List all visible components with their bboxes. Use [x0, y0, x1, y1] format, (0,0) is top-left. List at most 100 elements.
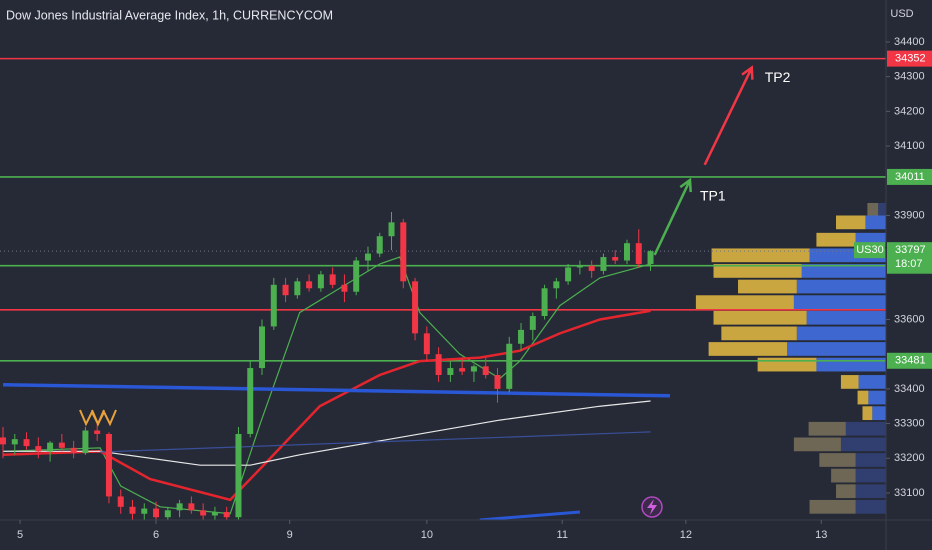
- chart-title: Dow Jones Industrial Average Index, 1h, …: [6, 8, 333, 22]
- overlay-line: [2, 256, 651, 515]
- profile-down: [878, 203, 886, 217]
- profile-up: [857, 390, 869, 405]
- profile-down: [796, 279, 886, 294]
- candle-body: [141, 508, 148, 514]
- last-price-box: [887, 242, 932, 273]
- candle-body: [117, 496, 124, 507]
- price-label: 34352: [895, 53, 926, 65]
- candle-body: [635, 243, 642, 264]
- candle-body: [200, 510, 207, 516]
- candle-body: [35, 446, 42, 452]
- candle-body: [459, 368, 466, 372]
- candle-body: [376, 236, 383, 254]
- x-tick-label: 5: [17, 529, 23, 541]
- arrow: [653, 177, 692, 256]
- candle-body: [259, 326, 266, 369]
- symbol-label: US30: [856, 244, 884, 256]
- candle-body: [270, 284, 277, 327]
- y-tick-label: 34300: [894, 71, 925, 83]
- overlay-line: [2, 382, 670, 398]
- annotation: TP2: [765, 69, 791, 85]
- profile-up: [713, 264, 802, 278]
- candle-body: [494, 374, 501, 389]
- profile-down: [855, 484, 886, 499]
- candle-body: [400, 222, 407, 282]
- overlay-line: [2, 309, 651, 502]
- profile-up: [862, 406, 873, 421]
- candle-body: [529, 316, 536, 330]
- profile-up: [721, 326, 797, 341]
- profile-up: [809, 499, 856, 514]
- profile-down: [855, 468, 886, 483]
- candle-body: [588, 265, 595, 271]
- profile-down: [806, 310, 886, 325]
- candle-body: [353, 260, 360, 292]
- symbol-box: [854, 242, 885, 259]
- candle-body: [482, 366, 489, 375]
- candle-body: [341, 284, 348, 292]
- profile-down: [816, 357, 886, 372]
- profile-up: [757, 357, 817, 372]
- profile-up: [808, 421, 846, 436]
- candle-body: [518, 329, 525, 344]
- profile-up: [867, 203, 879, 217]
- y-tick-label: 33400: [894, 383, 925, 395]
- candle-body: [576, 265, 583, 268]
- y-tick-label: 33600: [894, 313, 925, 325]
- candle-body: [541, 288, 548, 317]
- profile-up: [836, 484, 856, 499]
- overlay-line: [479, 510, 581, 520]
- candle-body: [58, 442, 65, 448]
- candle-body: [94, 430, 101, 434]
- currency-label: USD: [890, 8, 913, 20]
- profile-down: [872, 406, 886, 421]
- profile-up: [836, 215, 866, 230]
- candle-body: [105, 433, 112, 497]
- candle-body: [600, 257, 607, 271]
- profile-up: [713, 310, 807, 325]
- candle-body: [129, 506, 136, 514]
- profile-down: [845, 421, 886, 436]
- y-tick-label: 33200: [894, 452, 925, 464]
- price-label-box: [887, 50, 932, 67]
- profile-up: [816, 232, 856, 247]
- overlay-line: [3, 400, 651, 466]
- candle-body: [647, 251, 654, 264]
- profile-down: [868, 390, 886, 405]
- candle-body: [435, 354, 442, 375]
- profile-up: [831, 468, 856, 483]
- countdown: 18:07: [895, 258, 923, 270]
- candle-body: [506, 343, 513, 389]
- profile-down: [858, 375, 886, 389]
- axes: 33100 33200 33300 33400 33600 33900 34100 34200…: [17, 36, 932, 541]
- y-tick-label: 33900: [894, 209, 925, 221]
- candle-body: [565, 267, 572, 282]
- candle-body: [553, 281, 560, 289]
- profile-up: [695, 295, 794, 310]
- overlay-line: [100, 431, 651, 453]
- profile-up: [840, 375, 859, 389]
- x-tick-label: 9: [287, 529, 293, 541]
- profile-up: [793, 437, 841, 452]
- profile-down: [840, 437, 886, 452]
- x-tick-label: 11: [557, 529, 568, 541]
- candle-body: [412, 281, 419, 334]
- annotation: TP1: [700, 188, 726, 204]
- y-tick-label: 33100: [894, 487, 925, 499]
- candle-body: [623, 243, 630, 261]
- profile-down: [855, 453, 886, 467]
- candle-body: [153, 508, 160, 518]
- candle-body: [70, 447, 77, 454]
- x-tick-label: 12: [680, 529, 692, 541]
- candle-body: [47, 442, 54, 452]
- profile-down: [855, 499, 886, 514]
- x-tick-label: 6: [153, 529, 159, 541]
- signal-icon: [641, 496, 663, 518]
- price-label: 33481: [895, 355, 926, 367]
- candle-body: [282, 284, 289, 296]
- x-tick-label: 10: [421, 529, 433, 541]
- last-price-label: 33797: [895, 244, 926, 256]
- candle-body: [317, 274, 324, 289]
- y-tick-label: 34200: [894, 105, 925, 117]
